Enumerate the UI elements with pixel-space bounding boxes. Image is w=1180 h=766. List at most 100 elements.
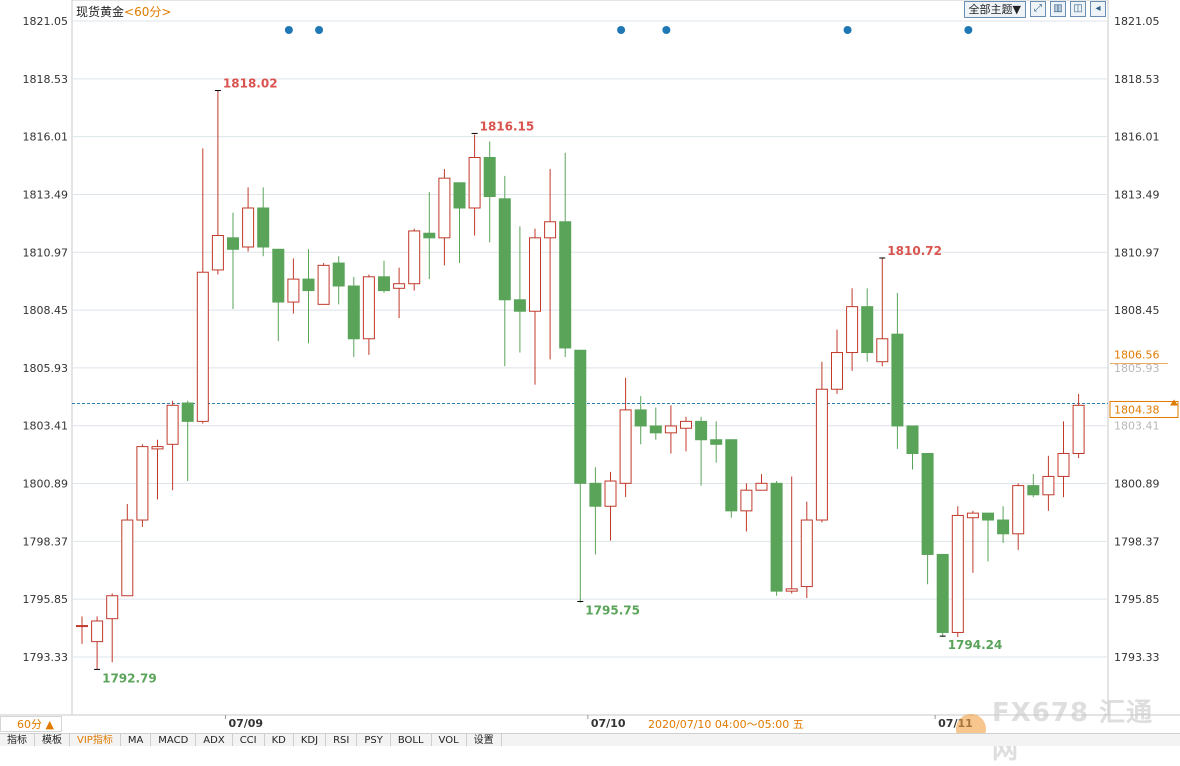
y-tick-label-left: 1795.85 [23, 593, 69, 606]
candle-body[interactable] [649, 425, 662, 434]
candle-body[interactable] [378, 276, 390, 292]
indicator-tab[interactable]: VIP指标 [70, 734, 121, 746]
candle-body[interactable] [347, 285, 360, 340]
chart-canvas[interactable]: 1821.05 1821.05 1818.53 1818.53 1816.01 1816.… [0, 0, 1180, 745]
indicator-tab[interactable]: BOLL [391, 734, 432, 746]
event-marker[interactable] [964, 26, 973, 34]
candle-body[interactable] [604, 480, 617, 507]
candle-body[interactable] [695, 420, 708, 441]
candle-body[interactable] [332, 262, 345, 287]
event-marker[interactable] [662, 26, 671, 34]
candle-body[interactable] [1042, 475, 1055, 496]
candle-body[interactable] [876, 338, 889, 363]
candle-body[interactable] [242, 207, 255, 248]
indicator-tab[interactable]: ADX [196, 734, 233, 746]
event-marker[interactable] [284, 26, 293, 34]
indicator-tab[interactable]: 指标 [0, 734, 35, 746]
candle-body[interactable] [770, 482, 783, 592]
candle-body[interactable] [544, 221, 557, 239]
indicator-tab[interactable]: PSY [357, 734, 391, 746]
indicator-tab[interactable]: KDJ [294, 734, 327, 746]
candle-body[interactable] [861, 306, 874, 354]
candle-body[interactable] [619, 409, 632, 484]
candle-body[interactable] [982, 512, 994, 521]
candle-body[interactable] [257, 207, 270, 248]
candle-body[interactable] [906, 425, 919, 454]
y-tick-label-left: 1798.37 [23, 535, 69, 548]
candle-body[interactable] [680, 420, 692, 429]
candle-body[interactable] [815, 388, 828, 521]
expand-icon[interactable]: ⤢ [1030, 1, 1046, 17]
candle-body[interactable] [438, 177, 451, 239]
topic-select[interactable]: 全部主题▼ [963, 1, 1026, 18]
candle-body[interactable] [1012, 485, 1025, 535]
candle-body[interactable] [76, 625, 88, 628]
candle-body[interactable] [664, 425, 677, 434]
candle-body[interactable] [393, 283, 406, 289]
candle-body[interactable] [740, 489, 753, 512]
period-button[interactable]: 60分 ▲ [0, 716, 62, 732]
indicator-tab[interactable]: CCI [233, 734, 265, 746]
candle-body[interactable] [423, 232, 436, 239]
candle-body[interactable] [634, 409, 647, 427]
indicator-tab[interactable]: KD [265, 734, 294, 746]
candle-body[interactable] [800, 519, 813, 588]
candle-body[interactable] [1072, 404, 1085, 454]
candle-body[interactable] [196, 271, 209, 422]
indicator-tab[interactable]: 模板 [35, 734, 70, 746]
candle-body[interactable] [498, 198, 511, 301]
candle-body[interactable] [302, 278, 315, 292]
candle-body[interactable] [513, 299, 526, 312]
candle-body[interactable] [106, 595, 119, 620]
candle-body[interactable] [272, 248, 285, 303]
candle-body[interactable] [362, 276, 375, 340]
indicator-tab-bar: 指标 模板 VIP指标 MA MACD ADX CCI KD KDJ RSI PSY BOLL VOL 设… [0, 733, 1180, 746]
candle-body[interactable] [91, 620, 104, 643]
y-tick-label-left: 1810.97 [23, 246, 69, 259]
candle-body[interactable] [136, 446, 149, 521]
candle-body[interactable] [755, 482, 768, 491]
candle-body[interactable] [589, 482, 602, 507]
indicator-tab[interactable]: 设置 [467, 734, 502, 746]
indicator-tab[interactable]: MA [121, 734, 152, 746]
candle-body[interactable] [211, 235, 224, 271]
split-icon[interactable]: ◫ [1070, 1, 1086, 17]
candle-body[interactable] [166, 404, 179, 445]
candle-body[interactable] [227, 237, 239, 250]
candle-body[interactable] [846, 306, 859, 354]
indicator-tab[interactable]: VOL [432, 734, 467, 746]
candle-body[interactable] [529, 237, 541, 312]
panel-icon[interactable]: ▥ [1050, 1, 1066, 17]
candle-body[interactable] [831, 352, 843, 390]
event-marker[interactable] [843, 26, 852, 34]
candle-body[interactable] [181, 402, 194, 422]
candle-body[interactable] [287, 278, 300, 303]
candle-body[interactable] [1027, 485, 1040, 496]
candle-body[interactable] [559, 221, 572, 349]
candle-body[interactable] [725, 439, 738, 512]
y-tick-label-right: 1813.49 [1114, 188, 1160, 201]
indicator-tab[interactable]: RSI [326, 734, 358, 746]
event-marker[interactable] [315, 26, 324, 34]
candle-body[interactable] [951, 514, 964, 633]
candle-body[interactable] [891, 333, 904, 427]
y-tick-label-right: 1808.45 [1114, 304, 1160, 317]
candle-body[interactable] [408, 230, 421, 285]
indicator-tab[interactable]: MACD [151, 734, 197, 746]
candle-body[interactable] [453, 182, 466, 209]
candle-body[interactable] [574, 349, 587, 484]
candle-body[interactable] [997, 519, 1010, 535]
candle-body[interactable] [785, 588, 798, 592]
candle-body[interactable] [121, 519, 134, 597]
candle-body[interactable] [710, 439, 723, 445]
candle-body[interactable] [151, 446, 164, 450]
candle-body[interactable] [483, 157, 496, 198]
candle-body[interactable] [936, 553, 949, 633]
candle-body[interactable] [921, 452, 934, 555]
candle-body[interactable] [1057, 452, 1070, 477]
collapse-icon[interactable]: ◂ [1090, 1, 1106, 17]
candle-body[interactable] [317, 264, 330, 305]
candle-body[interactable] [468, 157, 481, 209]
event-marker[interactable] [617, 26, 626, 34]
candle-body[interactable] [966, 512, 979, 519]
